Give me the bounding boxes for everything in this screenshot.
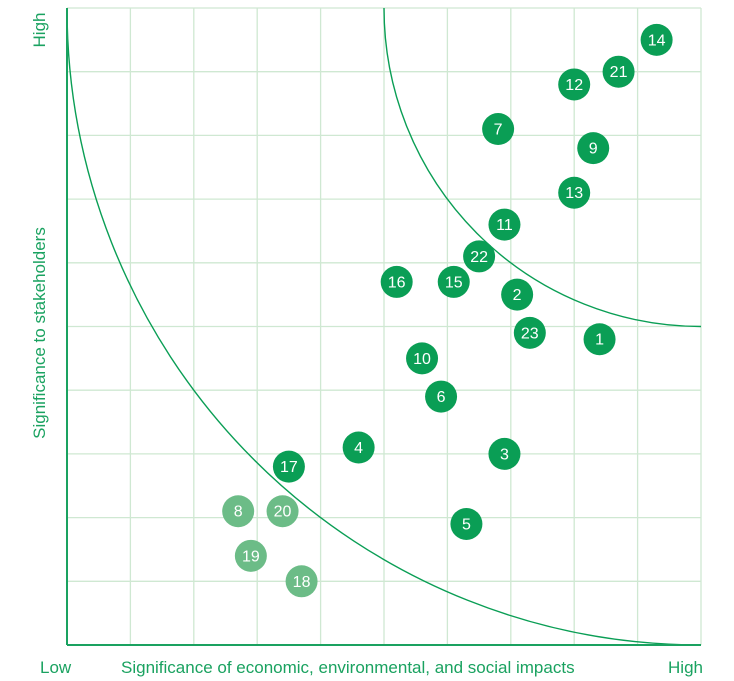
data-point-label: 4	[354, 440, 363, 457]
y-axis-title: Significance to stakeholders	[30, 227, 49, 439]
data-point-marker	[425, 380, 458, 413]
data-point-marker	[558, 68, 591, 101]
data-point-marker	[488, 208, 521, 241]
data-point-marker	[482, 113, 515, 146]
data-point-marker	[583, 323, 616, 356]
data-point-12: 12	[558, 68, 591, 101]
data-point-label: 23	[521, 325, 539, 342]
data-point-13: 13	[558, 176, 591, 209]
data-point-label: 10	[413, 351, 431, 368]
data-point-marker	[640, 23, 673, 56]
data-point-8: 8	[222, 495, 255, 528]
data-point-marker	[406, 342, 439, 375]
data-point-label: 22	[470, 249, 488, 266]
data-point-marker	[488, 437, 521, 470]
data-point-23: 23	[513, 316, 546, 349]
data-point-7: 7	[482, 113, 515, 146]
data-point-label: 2	[513, 287, 522, 304]
data-point-marker	[501, 278, 534, 311]
data-point-marker	[558, 176, 591, 209]
data-point-17: 17	[272, 450, 305, 483]
data-point-label: 16	[388, 274, 406, 291]
data-point-1: 1	[583, 323, 616, 356]
data-point-marker	[577, 132, 610, 165]
data-point-9: 9	[577, 132, 610, 165]
data-point-label: 8	[234, 504, 243, 521]
data-point-14: 14	[640, 23, 673, 56]
data-point-label: 17	[280, 459, 298, 476]
data-point-16: 16	[380, 265, 413, 298]
data-point-3: 3	[488, 437, 521, 470]
data-point-marker	[602, 55, 635, 88]
data-point-label: 18	[293, 574, 311, 591]
y-axis-high-label: High	[30, 13, 49, 48]
data-point-marker	[342, 431, 375, 464]
threshold-curves	[66, 7, 702, 646]
data-point-20: 20	[266, 495, 299, 528]
data-point-label: 20	[274, 504, 292, 521]
grid-lines	[67, 7, 702, 645]
data-point-19: 19	[234, 539, 267, 572]
data-point-label: 7	[494, 122, 503, 139]
x-axis-low-label: Low	[40, 658, 72, 677]
data-point-2: 2	[501, 278, 534, 311]
data-point-label: 13	[565, 185, 583, 202]
data-point-marker	[222, 495, 255, 528]
axes	[66, 8, 701, 646]
data-point-marker	[234, 539, 267, 572]
data-point-label: 9	[589, 141, 598, 158]
data-point-marker	[463, 240, 496, 273]
inner-threshold-curve	[383, 7, 702, 328]
data-point-15: 15	[437, 265, 470, 298]
data-point-marker	[513, 316, 546, 349]
data-point-label: 1	[595, 332, 604, 349]
data-point-label: 6	[437, 389, 446, 406]
data-point-label: 14	[648, 32, 666, 49]
data-point-22: 22	[463, 240, 496, 273]
data-point-label: 5	[462, 516, 471, 533]
data-point-5: 5	[450, 507, 483, 540]
data-point-marker	[272, 450, 305, 483]
data-point-label: 12	[565, 77, 583, 94]
data-point-label: 15	[445, 274, 463, 291]
x-axis-title: Significance of economic, environmental,…	[121, 658, 575, 677]
data-point-label: 21	[610, 64, 628, 81]
data-point-6: 6	[425, 380, 458, 413]
data-point-marker	[380, 265, 413, 298]
x-axis-high-label: High	[668, 658, 703, 677]
data-point-label: 3	[500, 446, 509, 463]
data-point-marker	[437, 265, 470, 298]
data-point-4: 4	[342, 431, 375, 464]
data-point-label: 19	[242, 548, 260, 565]
data-point-marker	[285, 565, 318, 598]
data-point-marker	[266, 495, 299, 528]
data-point-label: 11	[496, 217, 513, 234]
data-point-18: 18	[285, 565, 318, 598]
outer-threshold-curve	[66, 7, 702, 646]
data-point-11: 11	[488, 208, 521, 241]
data-point-10: 10	[406, 342, 439, 375]
data-point-marker	[450, 507, 483, 540]
data-point-21: 21	[602, 55, 635, 88]
